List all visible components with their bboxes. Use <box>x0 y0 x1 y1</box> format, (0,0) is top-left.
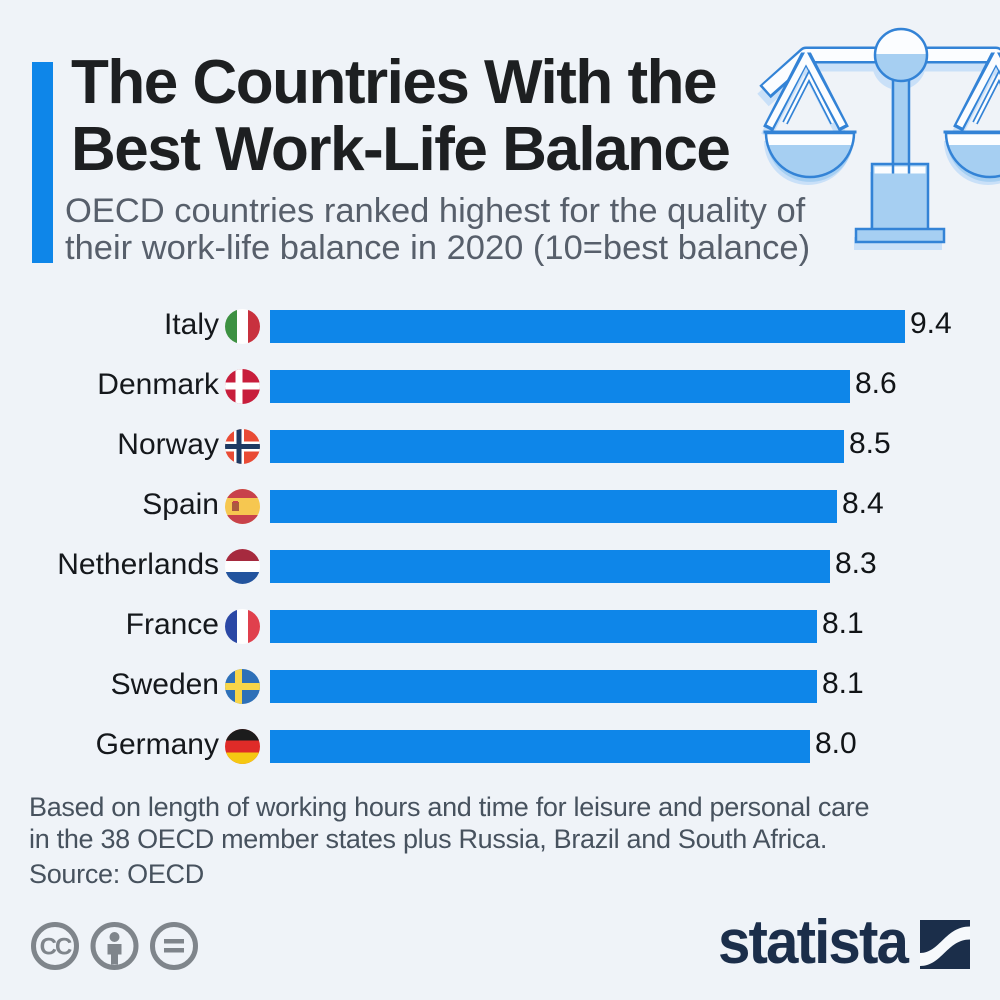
svg-text:CC: CC <box>40 934 72 961</box>
